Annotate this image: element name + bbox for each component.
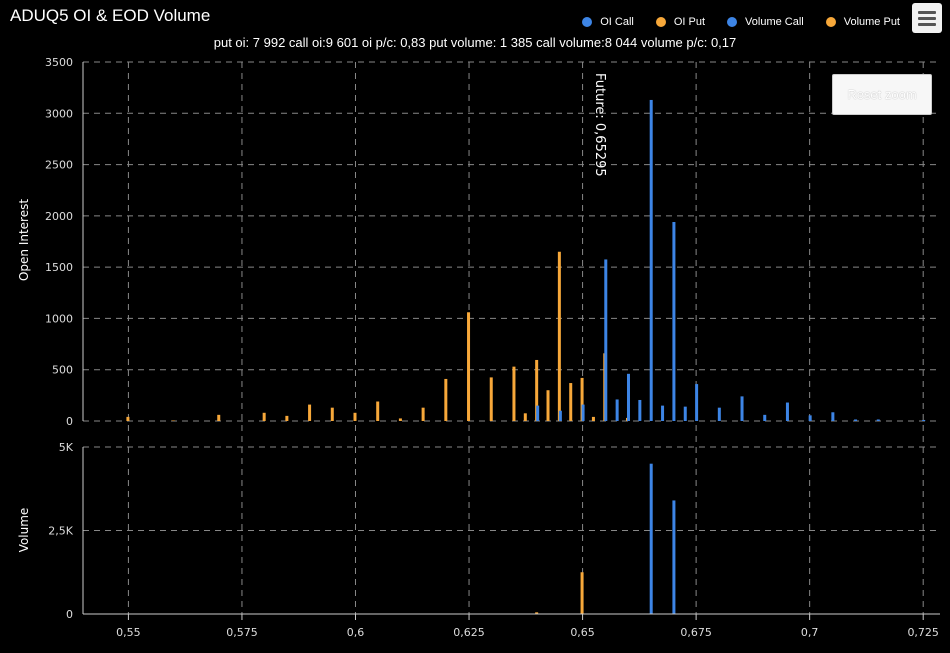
bar-volume-put: [535, 612, 539, 614]
y-axis-title: Volume: [17, 508, 31, 553]
y-tick-label: 2500: [45, 159, 73, 172]
bar-oi-put: [376, 401, 380, 421]
bar-oi-call: [615, 399, 619, 421]
bar-oi-call: [922, 419, 926, 421]
bar-oi-put: [330, 407, 334, 421]
bar-oi-put: [421, 407, 425, 421]
x-tick-label: 0,725: [907, 626, 939, 639]
bar-oi-put: [489, 377, 493, 421]
bar-oi-put: [262, 412, 266, 421]
bar-oi-call: [626, 373, 630, 421]
y-tick-label: 0: [66, 415, 73, 428]
chart-subtitle: put oi: 7 992 call oi:9 601 oi p/c: 0,83…: [213, 35, 737, 50]
bar-oi-call: [604, 259, 608, 421]
x-tick-label: 0,55: [116, 626, 141, 639]
legend-item-volume-put[interactable]: Volume Put: [825, 16, 900, 28]
legend-dot-icon: [727, 17, 738, 27]
y-tick-label: 2,5K: [48, 525, 73, 538]
bar-oi-call: [683, 406, 687, 421]
bar-oi-call: [649, 99, 653, 422]
bar-oi-put: [217, 414, 221, 421]
bar-oi-call: [876, 419, 880, 421]
bar-volume-call: [672, 500, 676, 614]
bar-oi-call: [695, 384, 699, 421]
legend-label: Volume Call: [745, 16, 804, 28]
bar-oi-call: [785, 402, 789, 421]
bar-oi-call: [854, 419, 858, 421]
x-tick-label: 0,675: [680, 626, 712, 639]
legend-dot-icon: [825, 17, 836, 27]
bar-volume-call: [649, 463, 653, 614]
x-tick-label: 0,7: [801, 626, 819, 639]
hamburger-icon[interactable]: [912, 3, 942, 33]
y-tick-label: 1500: [45, 261, 73, 274]
bar-oi-call: [536, 405, 540, 421]
legend-dot-icon: [582, 17, 593, 27]
legend-item-oi-put[interactable]: OI Put: [655, 16, 706, 28]
bar-oi-call: [831, 412, 835, 421]
bar-oi-put: [557, 251, 561, 421]
bar-oi-put: [353, 412, 357, 421]
legend-label: OI Put: [673, 16, 706, 28]
y-tick-label: 0: [66, 608, 73, 621]
bar-oi-put: [126, 416, 130, 421]
bar-oi-call: [740, 396, 744, 421]
bar-volume-put: [580, 572, 584, 614]
bar-oi-put: [512, 366, 516, 421]
chart-title: ADUQ5 OI & EOD Volume: [10, 6, 211, 25]
x-tick-label: 0,625: [453, 626, 485, 639]
y-tick-label: 5K: [59, 441, 74, 454]
legend-label: OI Call: [600, 16, 634, 28]
bar-oi-put: [444, 378, 448, 421]
y-tick-label: 3000: [45, 107, 73, 120]
bar-oi-call: [763, 414, 767, 421]
bar-oi-put: [591, 416, 595, 421]
bar-oi-call: [672, 222, 676, 421]
y-tick-label: 3500: [45, 56, 73, 69]
bar-oi-call: [638, 399, 642, 421]
bar-oi-put: [535, 359, 539, 421]
y-tick-label: 2000: [45, 210, 73, 223]
bar-oi-put: [580, 377, 584, 421]
legend-item-oi-call[interactable]: OI Call: [582, 16, 634, 28]
bar-oi-put: [467, 312, 471, 421]
bar-oi-call: [808, 415, 812, 421]
bar-oi-call: [661, 405, 665, 421]
y-axis-title: Open Interest: [17, 199, 31, 281]
bar-oi-put: [546, 390, 550, 421]
x-tick-label: 0,6: [347, 626, 365, 639]
bar-oi-put: [171, 420, 175, 421]
legend-dot-icon: [655, 17, 666, 27]
y-tick-label: 500: [52, 364, 73, 377]
reset-zoom-button[interactable]: Reset zoom: [832, 74, 932, 115]
bar-oi-put: [398, 418, 402, 421]
x-tick-label: 0,575: [226, 626, 258, 639]
bar-oi-call: [581, 404, 585, 421]
x-tick-label: 0,65: [570, 626, 595, 639]
bar-oi-put: [569, 383, 573, 421]
legend-item-volume-call[interactable]: Volume Call: [727, 16, 804, 28]
future-annotation: Future: 0,65295: [592, 73, 607, 177]
bar-oi-put: [308, 404, 312, 421]
bar-oi-call: [717, 407, 721, 421]
bar-oi-call: [558, 410, 562, 421]
bar-oi-put: [285, 415, 289, 421]
bar-oi-put: [523, 413, 527, 421]
legend: OI Call OI Put Volume Call Volume Put: [582, 16, 900, 28]
legend-label: Volume Put: [843, 16, 900, 28]
y-tick-label: 1000: [45, 312, 73, 325]
